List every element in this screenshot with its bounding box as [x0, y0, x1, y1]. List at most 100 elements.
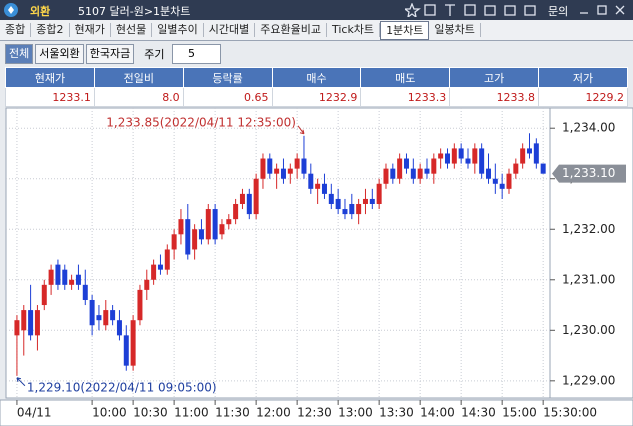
candle-body: [103, 310, 109, 326]
period-spinner[interactable]: 5: [172, 43, 222, 64]
x-tick-label: 13:30: [379, 406, 414, 420]
quote-value: 8.0: [93, 87, 184, 107]
candle-body: [533, 143, 539, 164]
app-icon: [4, 3, 18, 17]
candle-body: [274, 168, 280, 174]
high-arrow: [297, 125, 305, 135]
low-annotation: 1,229.10(2022/04/11 09:05:00): [27, 380, 217, 394]
column-header: 고가: [449, 67, 540, 88]
candle-body: [96, 315, 102, 321]
low-arrow: [16, 377, 26, 387]
screen-name[interactable]: 5107 달러-원>1분차트: [78, 5, 191, 18]
candle-body: [376, 183, 382, 204]
y-tick-label: 1,234.00: [562, 121, 615, 135]
candle-body: [178, 219, 184, 235]
chart: 1,229.001,230.001,231.001,232.001,233.00…: [0, 107, 633, 426]
candle-body: [267, 158, 273, 174]
quote-value: 1233.8: [449, 87, 540, 107]
candle-body: [417, 168, 423, 179]
tab[interactable]: 일봉차트: [429, 23, 481, 37]
candle-body: [62, 269, 68, 285]
candle-body: [89, 299, 95, 326]
candle-body: [253, 178, 259, 215]
candle-body: [342, 209, 348, 215]
tab[interactable]: 현선물: [111, 23, 153, 37]
candle-body: [294, 158, 300, 169]
column-header: 매수: [271, 67, 362, 88]
candle-body: [219, 224, 225, 235]
candle-body: [315, 183, 321, 189]
column-header: 현재가: [5, 67, 95, 88]
x-tick-label: 12:00: [256, 406, 291, 420]
candle-body: [424, 168, 430, 174]
candle-body: [444, 153, 450, 164]
candle-body: [526, 148, 532, 154]
candle-body: [144, 279, 150, 290]
candle-body: [151, 264, 157, 280]
y-tick-label: 1,232.00: [562, 222, 615, 236]
last-price-label: 1,233.10: [562, 166, 615, 180]
period-label: 주기: [144, 47, 165, 61]
candle-body: [239, 193, 245, 204]
candle-body: [451, 148, 457, 164]
candle-body: [301, 158, 307, 174]
candle-body: [34, 310, 40, 336]
candle-body: [75, 274, 81, 285]
candle-body: [21, 310, 27, 331]
candle-body: [520, 148, 526, 164]
candle-body: [137, 289, 143, 321]
tab[interactable]: 시간대별: [204, 23, 256, 37]
candle-body: [458, 148, 464, 159]
candle-body: [383, 168, 389, 184]
candle-body: [506, 173, 512, 189]
tab[interactable]: 주요환율비교: [255, 23, 327, 37]
candle-body: [438, 153, 444, 159]
high-annotation: 1,233.85(2022/04/11 12:35:00): [106, 115, 296, 129]
help-button[interactable]: 문의: [548, 5, 569, 18]
candle-body: [198, 229, 204, 240]
tab[interactable]: 종합2: [31, 23, 70, 37]
market-button[interactable]: 전체: [5, 43, 34, 64]
candle-body: [233, 203, 239, 220]
candle-body: [472, 148, 478, 164]
candle-body: [369, 198, 375, 204]
candle-body: [499, 183, 505, 189]
quote-table: 현재가 전일비 등락률 매수 매도 고가 저가 1233.1 8.0 0.65 1232.9 1233…: [5, 67, 628, 107]
candle-body: [465, 158, 471, 164]
tab[interactable]: 1분차트: [380, 20, 430, 40]
candle-body: [226, 219, 232, 225]
candle-body: [308, 173, 314, 189]
candle-body: [212, 209, 218, 240]
window-controls: [580, 5, 625, 15]
x-tick-label: 04/11: [17, 406, 52, 420]
tab[interactable]: 종합: [0, 23, 32, 37]
market-button[interactable]: 서울외환: [35, 43, 84, 64]
candle-body: [485, 168, 491, 179]
candle-body: [164, 249, 170, 270]
candle-body: [540, 163, 546, 174]
candle-body: [410, 168, 416, 179]
tab[interactable]: 현재가: [70, 23, 111, 37]
candle-body: [41, 284, 47, 306]
x-tick-label: 10:30: [133, 406, 168, 420]
x-tick-label: 11:30: [215, 406, 250, 420]
candle-body: [192, 229, 198, 250]
candle-body: [431, 158, 437, 174]
market-button[interactable]: 한국자금: [85, 43, 135, 64]
candle-body: [48, 269, 54, 285]
filter-bar: 전체 서울외환 한국자금 주기 5: [0, 41, 633, 66]
tab[interactable]: Tick차트: [327, 23, 381, 37]
candle-body: [513, 163, 519, 174]
candle-body: [321, 183, 327, 194]
tab[interactable]: 일별추이: [152, 23, 204, 37]
quote-value: 1233.3: [360, 87, 451, 107]
toolbar-icons: [405, 3, 536, 17]
column-header: 저가: [538, 67, 628, 88]
window-title: 외환: [30, 5, 51, 18]
candle-body: [14, 320, 20, 336]
x-tick-label: 14:00: [420, 406, 455, 420]
candle-body: [55, 264, 61, 285]
tab-bar: 종합 종합2 현재가 현선물 일별추이 시간대별 주요환율비교 Tick차트 1분차트 일봉차트: [0, 20, 633, 41]
x-tick-label: 11:00: [174, 406, 209, 420]
quote-value: 1233.1: [5, 87, 95, 107]
